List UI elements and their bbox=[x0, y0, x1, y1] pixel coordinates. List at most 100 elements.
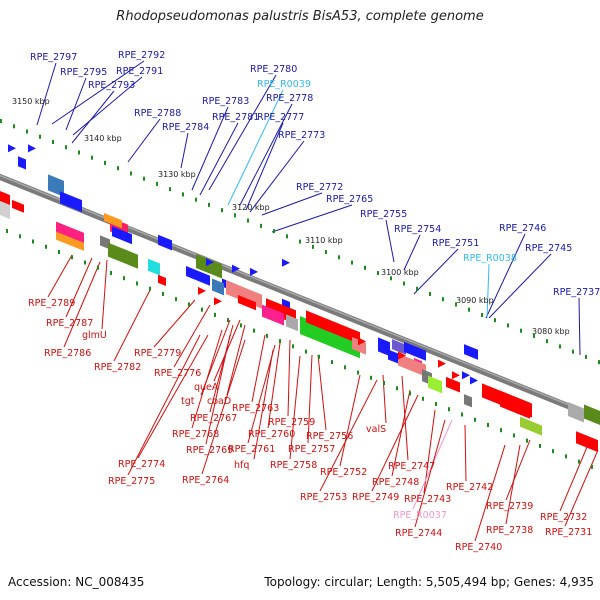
gene-label[interactable]: RPE_2759 bbox=[268, 417, 315, 428]
gene-label[interactable]: RPE_2753 bbox=[300, 492, 347, 503]
gene-label[interactable]: valS bbox=[366, 424, 386, 435]
gene-feature[interactable] bbox=[60, 191, 82, 213]
gene-feature[interactable] bbox=[300, 315, 360, 359]
gene-label[interactable]: RPE_2765 bbox=[326, 194, 373, 205]
gene-label[interactable]: RPE_2779 bbox=[134, 348, 181, 359]
gene-label[interactable]: RPE_2732 bbox=[540, 512, 587, 523]
gene-feature[interactable] bbox=[186, 266, 210, 286]
label-leader-lines bbox=[36, 60, 599, 542]
gene-feature[interactable] bbox=[500, 390, 530, 419]
gene-label[interactable]: RPE_2778 bbox=[266, 93, 313, 104]
gene-label[interactable]: RPE_2740 bbox=[455, 542, 502, 553]
gene-feature[interactable] bbox=[378, 337, 390, 357]
gene-feature[interactable] bbox=[196, 254, 222, 279]
gene-label[interactable]: RPE_2754 bbox=[394, 224, 441, 235]
gene-label[interactable]: RPE_2746 bbox=[499, 223, 546, 234]
gene-feature[interactable] bbox=[212, 278, 224, 296]
gene-label[interactable]: RPE_R0039 bbox=[257, 79, 311, 90]
gene-label[interactable]: RPE_2751 bbox=[432, 238, 479, 249]
gene-feature[interactable] bbox=[584, 404, 600, 425]
gene-label[interactable]: RPE_2743 bbox=[404, 494, 451, 505]
gene-label[interactable]: RPE_2776 bbox=[154, 368, 201, 379]
gene-label[interactable]: RPE_2786 bbox=[44, 348, 91, 359]
gene-label[interactable]: glmU bbox=[82, 330, 107, 341]
gene-label[interactable]: RPE_2782 bbox=[94, 362, 141, 373]
gene-feature[interactable] bbox=[18, 156, 26, 170]
gene-feature[interactable] bbox=[104, 212, 122, 229]
gene-label[interactable]: RPE_2747 bbox=[388, 461, 435, 472]
gene-label[interactable]: RPE_2752 bbox=[320, 467, 367, 478]
gene-label[interactable]: coaD bbox=[207, 396, 231, 407]
gene-feature[interactable] bbox=[568, 402, 584, 423]
gene-feature[interactable] bbox=[520, 416, 542, 436]
gene-feature[interactable] bbox=[428, 375, 442, 394]
gene-feature[interactable] bbox=[262, 304, 284, 326]
gene-feature[interactable] bbox=[0, 201, 10, 220]
gene-feature[interactable] bbox=[0, 191, 10, 206]
gene-label[interactable]: RPE_2777 bbox=[257, 112, 304, 123]
gene-feature[interactable] bbox=[148, 258, 160, 276]
gene-feature[interactable] bbox=[12, 199, 24, 213]
gene-label[interactable]: hfq bbox=[234, 460, 249, 471]
gene-feature[interactable] bbox=[56, 221, 84, 245]
gene-label[interactable]: RPE_2780 bbox=[250, 64, 297, 75]
gene-label[interactable]: RPE_R0038 bbox=[463, 253, 517, 264]
gene-feature[interactable] bbox=[108, 242, 138, 269]
gene-label[interactable]: RPE_2763 bbox=[232, 403, 279, 414]
gene-label[interactable]: RPE_2748 bbox=[372, 477, 419, 488]
gene-label[interactable]: RPE_2772 bbox=[296, 182, 343, 193]
gene-label[interactable]: RPE_2744 bbox=[395, 528, 442, 539]
gene-feature[interactable] bbox=[112, 226, 132, 245]
gene-label[interactable]: RPE_2739 bbox=[486, 501, 533, 512]
gene-label[interactable]: RPE_2731 bbox=[545, 527, 592, 538]
gene-label[interactable]: RPE_2745 bbox=[525, 243, 572, 254]
gene-label[interactable]: RPE_2781 bbox=[212, 112, 259, 123]
gene-label[interactable]: RPE_2793 bbox=[88, 80, 135, 91]
gene-label[interactable]: RPE_2784 bbox=[162, 122, 209, 133]
gene-feature[interactable] bbox=[100, 235, 110, 250]
gene-label[interactable]: RPE_2783 bbox=[202, 96, 249, 107]
gene-feature[interactable] bbox=[238, 294, 256, 311]
gene-label[interactable]: RPE_2789 bbox=[28, 298, 75, 309]
gene-label[interactable]: RPE_2795 bbox=[60, 67, 107, 78]
gene-label[interactable]: RPE_2737 bbox=[553, 287, 600, 298]
gene-label[interactable]: RPE_2775 bbox=[108, 476, 155, 487]
gene-label[interactable]: RPE_2768 bbox=[172, 429, 219, 440]
gene-label[interactable]: RPE_2797 bbox=[30, 52, 77, 63]
gene-label[interactable]: RPE_2738 bbox=[486, 525, 533, 536]
gene-label[interactable]: RPE_2758 bbox=[270, 460, 317, 471]
gene-label[interactable]: RPE_2761 bbox=[228, 444, 275, 455]
gene-label[interactable]: RPE_2757 bbox=[288, 444, 335, 455]
gene-feature[interactable] bbox=[306, 310, 360, 345]
gene-feature[interactable] bbox=[158, 274, 166, 286]
gene-label[interactable]: RPE_R0037 bbox=[393, 510, 447, 521]
gene-label[interactable]: queA bbox=[194, 382, 219, 393]
gene-feature[interactable] bbox=[464, 344, 478, 360]
gene-feature[interactable] bbox=[446, 376, 460, 393]
gene-feature[interactable] bbox=[576, 431, 598, 453]
gene-feature[interactable] bbox=[56, 231, 84, 251]
gene-label[interactable]: RPE_2769 bbox=[186, 445, 233, 456]
gene-label[interactable]: RPE_2760 bbox=[248, 429, 295, 440]
gene-label[interactable]: RPE_2749 bbox=[352, 492, 399, 503]
gene-feature[interactable] bbox=[392, 339, 406, 355]
gene-label[interactable]: tgt bbox=[181, 396, 195, 407]
gene-label[interactable]: RPE_2791 bbox=[116, 66, 163, 77]
gene-feature[interactable] bbox=[464, 394, 472, 408]
gene-label[interactable]: RPE_2756 bbox=[306, 431, 353, 442]
gene-label[interactable]: RPE_2755 bbox=[360, 209, 407, 220]
gene-label[interactable]: RPE_2742 bbox=[446, 482, 493, 493]
gene-label[interactable]: RPE_2792 bbox=[118, 50, 165, 61]
gene-label[interactable]: RPE_2787 bbox=[46, 318, 93, 329]
gene-feature[interactable] bbox=[388, 349, 400, 365]
gene-feature[interactable] bbox=[398, 353, 426, 377]
gene-feature[interactable] bbox=[404, 341, 426, 361]
gene-feature[interactable] bbox=[286, 314, 298, 332]
gene-label[interactable]: RPE_2767 bbox=[190, 413, 237, 424]
gene-label[interactable]: RPE_2774 bbox=[118, 459, 165, 470]
gene-feature[interactable] bbox=[158, 234, 172, 251]
gene-label[interactable]: RPE_2773 bbox=[278, 130, 325, 141]
gene-label[interactable]: RPE_2788 bbox=[134, 108, 181, 119]
gene-label[interactable]: RPE_2764 bbox=[182, 475, 229, 486]
